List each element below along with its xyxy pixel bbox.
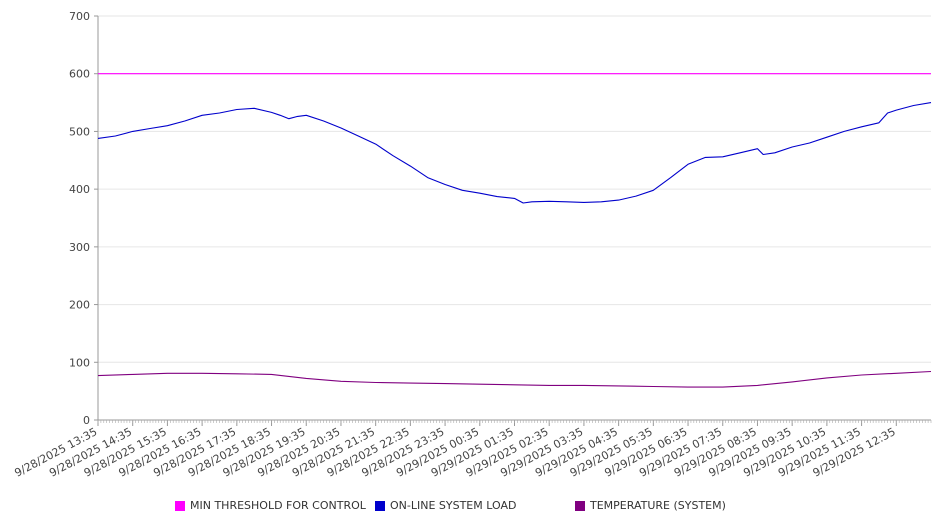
series-line-2 bbox=[97, 370, 932, 388]
y-tick-label: 600 bbox=[69, 68, 90, 81]
y-axis-ticks: 0 100 200 300 400 500 600 700 bbox=[69, 10, 98, 427]
y-tick-label: 700 bbox=[69, 10, 90, 23]
y-tick-label: 200 bbox=[69, 299, 90, 312]
legend-item-temperature[interactable]: TEMPERATURE (SYSTEM) bbox=[575, 499, 726, 512]
axes bbox=[97, 16, 932, 423]
line-chart: 0 100 200 300 400 500 600 700 9/28/2025 13:359/… bbox=[12, 10, 932, 480]
series-lines bbox=[97, 73, 932, 388]
legend-swatch-system-load bbox=[375, 500, 385, 511]
legend-swatch-temperature bbox=[575, 500, 585, 511]
x-axis-ticks: 9/28/2025 13:359/28/2025 14:359/28/2025 … bbox=[12, 420, 898, 480]
y-tick-label: 0 bbox=[83, 414, 90, 427]
legend: MIN THRESHOLD FOR CONTROL ON-LINE SYSTEM… bbox=[0, 499, 946, 515]
y-tick-label: 100 bbox=[69, 356, 90, 369]
gridlines bbox=[98, 15, 931, 421]
legend-swatch-min-threshold bbox=[175, 500, 185, 511]
y-tick-label: 400 bbox=[69, 183, 90, 196]
legend-item-min-threshold[interactable]: MIN THRESHOLD FOR CONTROL bbox=[175, 499, 366, 512]
legend-label-temperature: TEMPERATURE (SYSTEM) bbox=[590, 499, 726, 512]
legend-item-system-load[interactable]: ON-LINE SYSTEM LOAD bbox=[375, 499, 516, 512]
legend-label-min-threshold: MIN THRESHOLD FOR CONTROL bbox=[190, 499, 366, 512]
legend-label-system-load: ON-LINE SYSTEM LOAD bbox=[390, 499, 517, 512]
y-tick-label: 300 bbox=[69, 241, 90, 254]
y-tick-label: 500 bbox=[69, 125, 90, 138]
series-line-1 bbox=[97, 102, 932, 204]
